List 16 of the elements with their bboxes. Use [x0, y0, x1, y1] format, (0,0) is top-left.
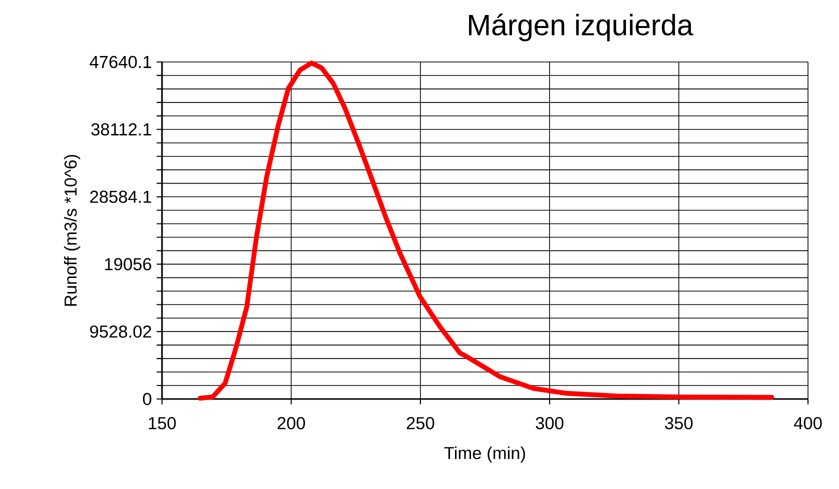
- x-tick-label: 300: [536, 417, 564, 430]
- x-tick-label: 400: [794, 417, 822, 430]
- x-tick-label: 200: [278, 417, 305, 430]
- y-tick-label: 19056: [105, 258, 152, 270]
- y-tick-label: 0: [142, 392, 152, 406]
- x-tick-label: 150: [148, 417, 176, 430]
- y-tick-label: 38112.1: [91, 123, 152, 136]
- x-axis-title: Time (min): [444, 446, 525, 463]
- y-tick-label: 9528.02: [90, 325, 152, 338]
- line-series: [198, 60, 774, 401]
- chart-title: Márgen izquierda: [469, 14, 694, 42]
- x-tick-label: 350: [665, 417, 693, 430]
- y-tick-label: 28584.1: [90, 190, 152, 203]
- y-axis-title: Runoff (m3/s *10^6): [64, 154, 80, 306]
- y-tick-label: 47640.1: [90, 56, 152, 68]
- x-tick-label: 250: [406, 417, 434, 430]
